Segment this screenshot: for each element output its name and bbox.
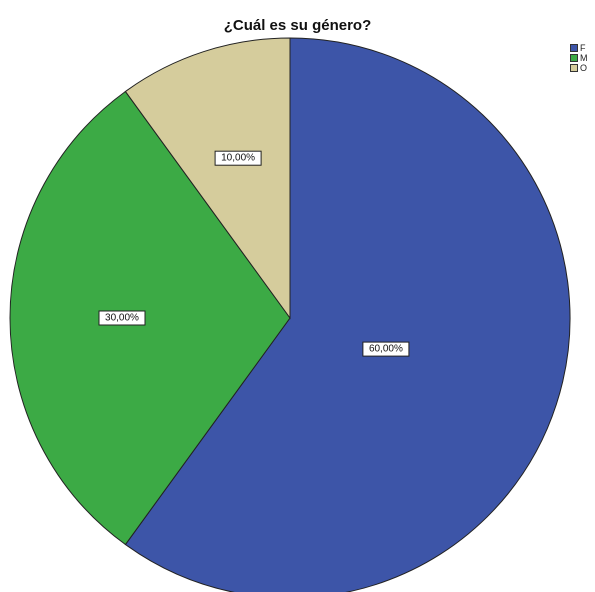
data-label-text-f: 60,00%: [369, 344, 403, 355]
legend: F M O: [570, 43, 588, 73]
pie-slice-m: [9, 90, 291, 546]
legend-swatch-o: [570, 64, 578, 72]
legend-swatch-f: [570, 44, 578, 52]
legend-label-f: F: [580, 43, 586, 53]
data-label-o: 10,00%: [214, 150, 262, 166]
chart-title: ¿Cuál es su género?: [223, 17, 372, 34]
legend-item-f: F: [570, 43, 588, 53]
legend-label-o: O: [580, 63, 588, 73]
data-label-text-m: 30,00%: [105, 313, 139, 324]
data-label-box-f: [362, 341, 410, 357]
pie-slice-o: [124, 37, 291, 320]
legend-label-m: M: [580, 53, 588, 63]
data-label-box-m: [98, 310, 146, 326]
data-label-box-o: [214, 150, 262, 166]
legend-swatch-m: [570, 54, 578, 62]
legend-item-o: O: [570, 63, 588, 73]
pie-slice-f: [124, 37, 571, 592]
data-label-f: 60,00%: [362, 341, 410, 357]
legend-item-m: M: [570, 53, 588, 63]
data-label-text-o: 10,00%: [221, 153, 255, 164]
data-label-m: 30,00%: [98, 310, 146, 326]
